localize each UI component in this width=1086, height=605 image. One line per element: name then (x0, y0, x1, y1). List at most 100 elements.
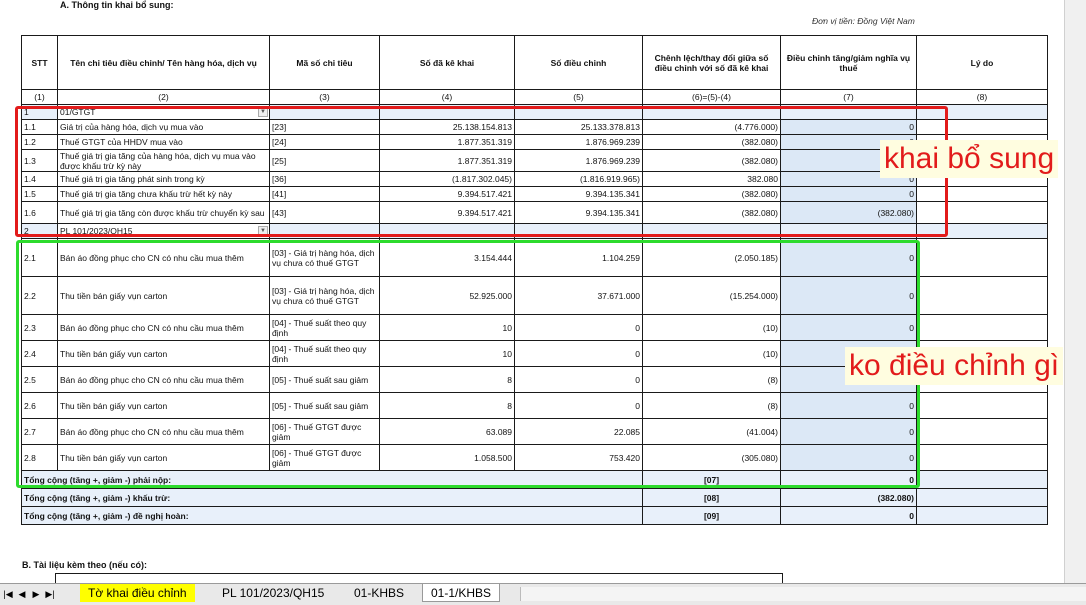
annotation-khai-bo-sung: khai bổ sung (880, 140, 1059, 178)
total-value: 0 (780, 470, 917, 489)
row-adjusted[interactable]: 37.671.000 (514, 276, 643, 315)
tab-pl-101[interactable]: PL 101/2023/QH15 (222, 586, 325, 600)
index-cell: (6)=(5)-(4) (642, 89, 781, 105)
annotation-ko-dieu-chinh: ko điều chỉnh gì (845, 347, 1064, 385)
row-name: Thuế giá trị gia tăng chưa khấu trừ hết … (57, 186, 270, 202)
table-row: 2.8 Thu tiền bán giấy vụn carton [06] - Th… (21, 444, 1048, 471)
row-reason[interactable] (916, 314, 1048, 341)
row-name: Thu tiền bán giấy vụn carton (57, 340, 270, 367)
currency-note: Đơn vị tiền: Đồng Việt Nam (812, 16, 915, 26)
empty-cell (269, 104, 380, 120)
row-code: [04] - Thuế suất theo quy định (269, 314, 380, 341)
row-diff: (4.776.000) (642, 119, 781, 135)
empty-cell (379, 104, 515, 120)
tab-01-khbs[interactable]: 01-KHBS (354, 586, 405, 600)
row-name: Thu tiền bán giấy vụn carton (57, 276, 270, 315)
index-cell: (1) (21, 89, 58, 105)
total-label: Tổng cộng (tăng +, giảm -) đề nghị hoàn: (21, 506, 643, 525)
row-reason[interactable] (916, 444, 1048, 471)
row-reason[interactable] (916, 418, 1048, 445)
row-adjusted[interactable]: (1.816.919.965) (514, 171, 643, 187)
index-cell: (2) (57, 89, 270, 105)
row-adjusted[interactable]: 753.420 (514, 444, 643, 471)
row-adjusted[interactable]: 1.104.259 (514, 238, 643, 277)
row-adjusted[interactable]: 1.876.969.239 (514, 134, 643, 150)
tab-01-1-khbs[interactable]: 01-1/KHBS (422, 584, 501, 602)
index-cell: (3) (269, 89, 380, 105)
row-code: [25] (269, 149, 380, 172)
row-stt: 1.4 (21, 171, 58, 187)
adjustment-table: STT Tên chỉ tiêu điều chỉnh/ Tên hàng hó… (21, 35, 1048, 525)
next-sheet-button[interactable]: ▶ (32, 589, 40, 599)
total-row: Tổng cộng (tăng +, giảm -) đề nghị hoàn:… (21, 506, 1048, 525)
row-declared: (1.817.302.045) (379, 171, 515, 187)
empty-cell (916, 104, 1048, 120)
first-sheet-button[interactable]: |◀ (3, 589, 13, 599)
row-code: [06] - Thuế GTGT được giảm (269, 444, 380, 471)
row-declared: 10 (379, 340, 515, 367)
row-reason[interactable] (916, 392, 1048, 419)
row-declared: 9.394.517.421 (379, 201, 515, 224)
row-stt: 2.4 (21, 340, 58, 367)
horizontal-scrollbar[interactable] (520, 587, 1086, 601)
row-declared: 10 (379, 314, 515, 341)
group-select[interactable]: 01/GTGT ▼ (57, 104, 270, 120)
row-diff: (10) (642, 314, 781, 341)
vertical-scrollbar[interactable] (1064, 0, 1086, 583)
row-reason[interactable] (916, 201, 1048, 224)
row-diff: (8) (642, 366, 781, 393)
table-row: 2.1 Bán áo đồng phục cho CN có nhu cầu mu… (21, 238, 1048, 277)
row-stt: 1.2 (21, 134, 58, 150)
row-reason[interactable] (916, 276, 1048, 315)
row-declared: 1.058.500 (379, 444, 515, 471)
row-stt: 2.8 (21, 444, 58, 471)
empty-cell (916, 506, 1048, 525)
row-name: Bán áo đồng phục cho CN có nhu cầu mua t… (57, 314, 270, 341)
group-row: 2 PL 101/2023/QH15 ▼ (21, 223, 1048, 239)
index-cell: (8) (916, 89, 1048, 105)
empty-cell (916, 223, 1048, 239)
tab-to-khai-dieu-chinh[interactable]: Tờ khai điều chỉnh (80, 584, 195, 602)
empty-cell (642, 223, 781, 239)
prev-sheet-button[interactable]: ◀ (18, 589, 26, 599)
row-reason[interactable] (916, 119, 1048, 135)
spreadsheet-area: A. Thông tin khai bổ sung: Đơn vị tiền: … (15, 0, 1086, 585)
col-header-name: Tên chỉ tiêu điều chỉnh/ Tên hàng hóa, d… (57, 35, 270, 90)
row-diff: (8) (642, 392, 781, 419)
row-adjusted[interactable]: 0 (514, 366, 643, 393)
row-adjusted[interactable]: 25.133.378.813 (514, 119, 643, 135)
row-diff: (10) (642, 340, 781, 367)
row-adjusted[interactable]: 0 (514, 314, 643, 341)
row-adjusted[interactable]: 9.394.135.341 (514, 186, 643, 202)
row-adjusted[interactable]: 22.085 (514, 418, 643, 445)
empty-cell (514, 223, 643, 239)
empty-cell (379, 223, 515, 239)
row-adjusted[interactable]: 0 (514, 340, 643, 367)
group-select[interactable]: PL 101/2023/QH15 ▼ (57, 223, 270, 239)
dropdown-arrow-icon[interactable]: ▼ (258, 107, 268, 117)
attachments-box[interactable] (55, 573, 783, 585)
row-stt: 2.5 (21, 366, 58, 393)
row-declared: 8 (379, 392, 515, 419)
row-tax: 0 (780, 186, 917, 202)
row-code: [24] (269, 134, 380, 150)
row-declared: 25.138.154.813 (379, 119, 515, 135)
row-reason[interactable] (916, 238, 1048, 277)
total-code: [07] (642, 470, 781, 489)
row-adjusted[interactable]: 1.876.969.239 (514, 149, 643, 172)
row-stt: 2.3 (21, 314, 58, 341)
last-sheet-button[interactable]: ▶| (45, 589, 55, 599)
row-reason[interactable] (916, 186, 1048, 202)
row-adjusted[interactable]: 0 (514, 392, 643, 419)
dropdown-arrow-icon[interactable]: ▼ (258, 226, 268, 236)
empty-cell (780, 104, 917, 120)
row-diff: (382.080) (642, 149, 781, 172)
total-value: (382.080) (780, 488, 917, 507)
row-adjusted[interactable]: 9.394.135.341 (514, 201, 643, 224)
row-code: [41] (269, 186, 380, 202)
row-code: [05] - Thuế suất sau giảm (269, 366, 380, 393)
row-tax: 0 (780, 276, 917, 315)
empty-cell (269, 223, 380, 239)
table-row: 2.7 Bán áo đồng phục cho CN có nhu cầu mu… (21, 418, 1048, 445)
table-row: 2.2 Thu tiền bán giấy vụn carton [03] - Gi… (21, 276, 1048, 315)
